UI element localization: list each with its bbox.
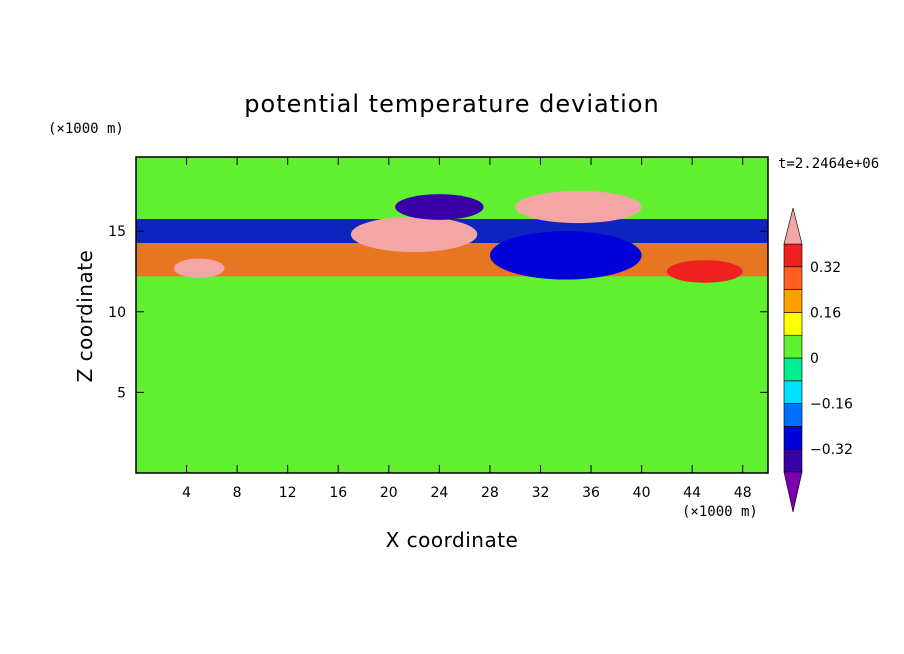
colorbar-segment: [783, 334, 803, 359]
x-tick-label: 12: [279, 485, 297, 501]
chart-title: potential temperature deviation: [244, 90, 659, 118]
colorbar-label: −0.32: [810, 442, 853, 458]
colorbar-segment: [783, 426, 803, 450]
x-tick-label: 32: [532, 485, 550, 501]
colorbar-label: 0: [810, 351, 819, 367]
colorbar-segment: [783, 289, 803, 313]
colorbar-segment: [783, 357, 803, 382]
colorbar-label: 0.32: [810, 260, 841, 276]
field-blob: [489, 231, 642, 280]
x-tick-label: 40: [633, 485, 651, 501]
y-tick-label: 5: [117, 385, 126, 401]
field-blob: [173, 258, 225, 278]
time-label: t=2.2464e+06: [778, 156, 879, 172]
x-tick-label: 16: [329, 485, 347, 501]
x-tick-label: 36: [582, 485, 600, 501]
x-tick-label: 28: [481, 485, 499, 501]
colorbar-max-triangle: [783, 207, 803, 245]
field-band: [136, 244, 768, 277]
field-blob: [666, 260, 743, 283]
x-unit-label: (×1000 m): [682, 504, 758, 520]
colorbar-segment: [783, 312, 803, 336]
colorbar: 0.32 0.16 0 −0.16 −0.32: [783, 207, 853, 513]
y-unit-label: (×1000 m): [48, 121, 124, 137]
x-tick-label: 24: [430, 485, 448, 501]
y-tick-label: 15: [108, 224, 126, 240]
colorbar-segment: [783, 448, 803, 473]
x-axis-title: X coordinate: [386, 528, 519, 552]
colorbar-label: −0.16: [810, 397, 853, 413]
x-axis: 4 8 12 16 20 24 28 32 36 40 44 48: [182, 157, 752, 501]
field-blob: [350, 216, 478, 253]
plot-frame: [135, 156, 769, 474]
x-tick-label: 20: [380, 485, 398, 501]
x-tick-label: 44: [683, 485, 701, 501]
x-tick-label: 4: [182, 485, 191, 501]
field-blob: [395, 194, 484, 220]
field-blob: [515, 190, 642, 224]
contour-field: [136, 157, 768, 473]
x-tick-label: 8: [233, 485, 242, 501]
colorbar-segment: [783, 243, 803, 268]
colorbar-segment: [783, 380, 803, 404]
colorbar-segment: [783, 403, 803, 427]
y-axis: 5 10 15: [108, 224, 768, 401]
colorbar-min-triangle: [783, 471, 803, 513]
y-tick-label: 10: [108, 305, 126, 321]
x-tick-label: 48: [734, 485, 752, 501]
colorbar-segment: [783, 266, 803, 290]
colorbar-label: 0.16: [810, 305, 841, 321]
y-axis-title: Z coordinate: [73, 250, 97, 383]
